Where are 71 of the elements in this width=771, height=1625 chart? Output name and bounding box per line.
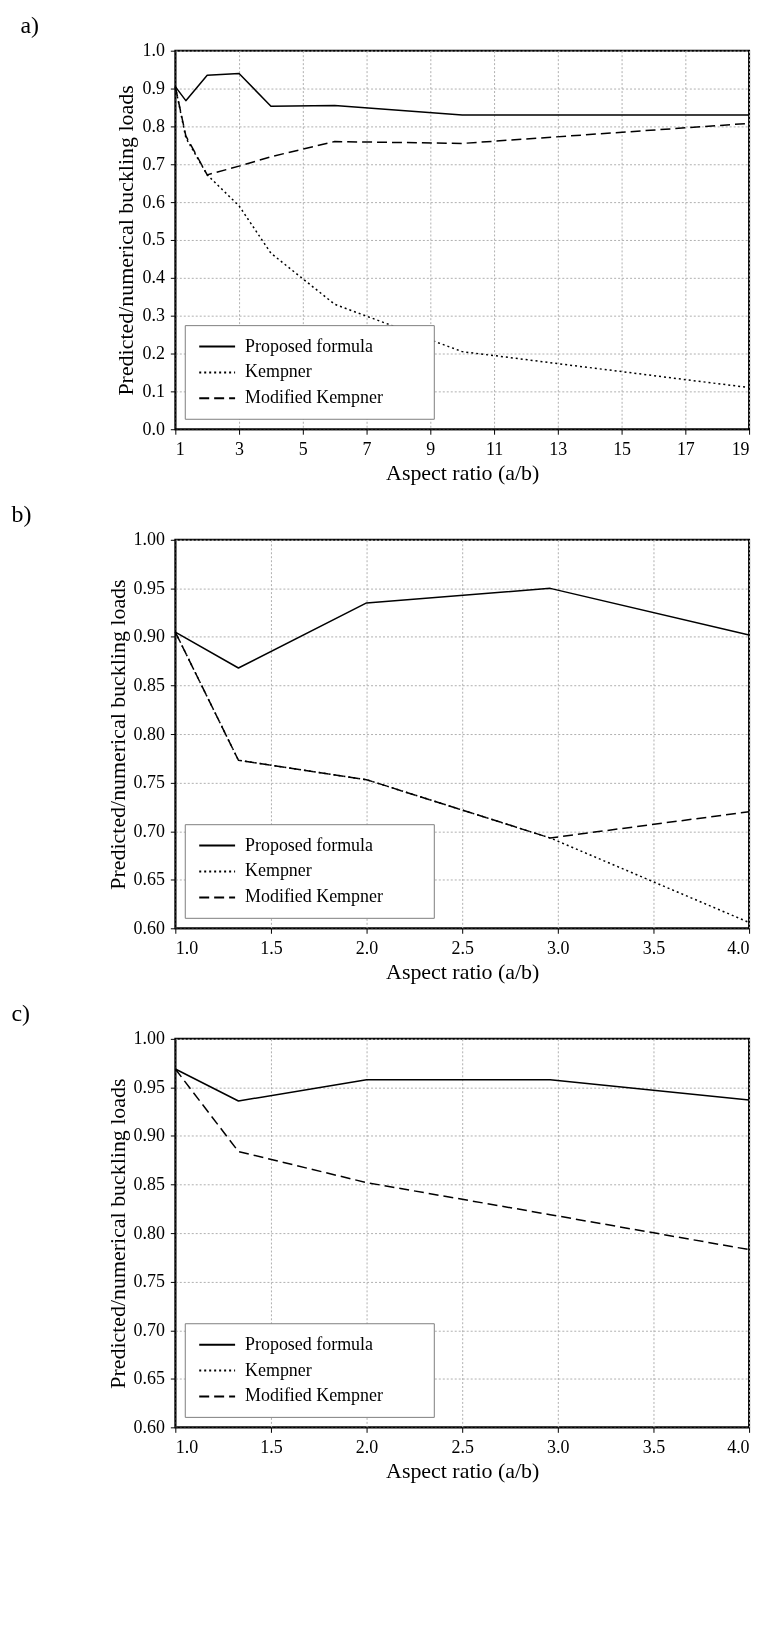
x-tick-label: 15 bbox=[613, 438, 632, 459]
x-tick-label: 3.5 bbox=[642, 1436, 666, 1457]
x-axis-title: Aspect ratio (a/b) bbox=[386, 1457, 540, 1483]
legend-label: Kempner bbox=[245, 361, 312, 382]
y-tick-label: 0.70 bbox=[133, 820, 165, 841]
y-tick-label: 0.8 bbox=[142, 115, 165, 136]
legend-label: Modified Kempner bbox=[245, 1385, 383, 1406]
y-tick-label: 0.4 bbox=[142, 267, 165, 288]
chart-title: c) bbox=[11, 999, 31, 1026]
x-axis-title: Aspect ratio (a/b) bbox=[386, 459, 540, 485]
x-tick-label: 1.5 bbox=[260, 1436, 283, 1457]
y-tick-label: 0.85 bbox=[133, 1174, 165, 1195]
legend-label: Modified Kempner bbox=[245, 886, 383, 907]
x-tick-label: 3.5 bbox=[642, 937, 666, 958]
y-tick-label: 0.90 bbox=[133, 1125, 165, 1146]
y-tick-label: 0.75 bbox=[133, 772, 165, 793]
x-tick-label: 1.0 bbox=[175, 1436, 199, 1457]
y-axis-title: Predicted/numerical buckling loads bbox=[113, 85, 139, 396]
x-tick-label: 2.5 bbox=[451, 937, 474, 958]
x-tick-label: 5 bbox=[298, 438, 308, 459]
x-tick-label: 4.0 bbox=[727, 1436, 750, 1457]
y-tick-label: 0.60 bbox=[133, 1416, 165, 1437]
y-tick-label: 0.6 bbox=[142, 191, 165, 212]
y-tick-label: 0.90 bbox=[133, 626, 165, 647]
y-tick-label: 0.85 bbox=[133, 674, 165, 695]
x-tick-label: 1 bbox=[175, 438, 185, 459]
y-tick-label: 0.2 bbox=[142, 343, 165, 363]
y-tick-label: 0.5 bbox=[142, 229, 165, 250]
y-tick-label: 1.00 bbox=[133, 1028, 165, 1049]
legend-label: Proposed formula bbox=[245, 834, 374, 855]
x-tick-label: 11 bbox=[485, 438, 504, 459]
y-tick-label: 0.3 bbox=[142, 305, 165, 326]
y-tick-label: 0.9 bbox=[142, 78, 165, 99]
x-tick-label: 13 bbox=[549, 438, 568, 459]
chart-title: a) bbox=[20, 11, 39, 38]
x-tick-label: 1.5 bbox=[260, 937, 283, 958]
y-tick-label: 0.65 bbox=[133, 1368, 165, 1389]
x-axis-title: Aspect ratio (a/b) bbox=[386, 958, 540, 984]
x-tick-label: 4.0 bbox=[727, 937, 750, 958]
x-tick-label: 2.0 bbox=[355, 1436, 379, 1457]
y-tick-label: 0.7 bbox=[142, 153, 165, 174]
x-tick-label: 3 bbox=[235, 438, 245, 459]
x-tick-label: 7 bbox=[362, 438, 372, 459]
y-tick-label: 0.70 bbox=[133, 1319, 165, 1340]
x-tick-label: 9 bbox=[426, 438, 436, 459]
y-tick-label: 0.80 bbox=[133, 1222, 165, 1243]
y-tick-label: 0.1 bbox=[142, 380, 165, 401]
x-tick-label: 17 bbox=[676, 438, 695, 459]
legend-label: Proposed formula bbox=[245, 1333, 374, 1354]
x-tick-label: 2.5 bbox=[451, 1436, 474, 1457]
y-tick-label: 0.60 bbox=[133, 917, 165, 938]
x-tick-label: 1.0 bbox=[175, 937, 199, 958]
y-axis-title: Predicted/numerical buckling loads bbox=[104, 1078, 130, 1389]
y-tick-label: 1.00 bbox=[133, 529, 165, 550]
y-tick-label: 0.95 bbox=[133, 577, 165, 598]
legend-label: Modified Kempner bbox=[245, 387, 383, 408]
legend-label: Kempner bbox=[245, 860, 312, 881]
y-tick-label: 0.75 bbox=[133, 1271, 165, 1292]
x-tick-label: 19 bbox=[731, 438, 750, 459]
y-tick-label: 0.65 bbox=[133, 869, 165, 890]
chart-title: b) bbox=[11, 500, 32, 527]
y-tick-label: 1.0 bbox=[142, 40, 165, 61]
y-tick-label: 0.0 bbox=[142, 418, 165, 439]
legend-label: Kempner bbox=[245, 1359, 312, 1380]
x-tick-label: 2.0 bbox=[355, 937, 379, 958]
legend-label: Proposed formula bbox=[245, 335, 374, 356]
y-tick-label: 0.95 bbox=[133, 1076, 165, 1097]
x-tick-label: 3.0 bbox=[547, 1436, 570, 1457]
y-tick-label: 0.80 bbox=[133, 723, 165, 744]
y-axis-title: Predicted/numerical buckling loads bbox=[104, 579, 130, 890]
x-tick-label: 3.0 bbox=[547, 937, 570, 958]
